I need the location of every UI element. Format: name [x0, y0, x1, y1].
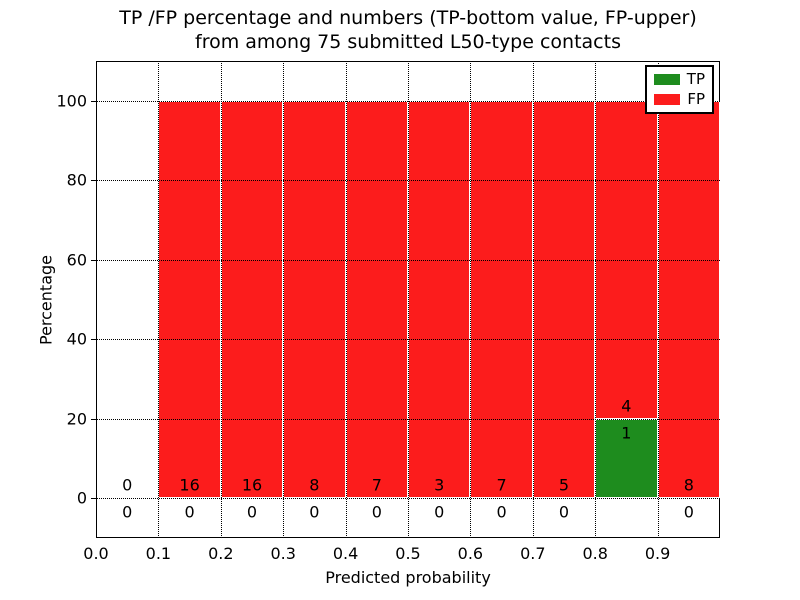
tp-count-label: 0 [246, 502, 258, 522]
y-tick-label: 80 [66, 170, 87, 190]
grid-vline [470, 61, 472, 538]
bar-segment-fp [158, 100, 221, 499]
tp-count-label: 0 [184, 502, 195, 522]
y-tick-mark [91, 339, 96, 341]
grid-vline [408, 61, 409, 538]
y-tick-label: 0 [76, 488, 87, 508]
y-tick-mark [91, 259, 96, 261]
bar-segment-tp [595, 418, 658, 499]
y-tick-mark [91, 180, 96, 182]
fp-count-label: 4 [621, 396, 632, 416]
fp-count-label: 8 [309, 475, 320, 495]
legend-label: TP [686, 70, 705, 88]
fp-count-label: 16 [241, 475, 263, 495]
x-tick-label: 0.2 [208, 544, 234, 563]
x-tick-label: 0.5 [395, 544, 421, 563]
bar-segment-fp [657, 100, 720, 499]
grid-vline [345, 61, 347, 538]
x-tick-label: 0.9 [644, 544, 671, 563]
legend-item: FP [654, 92, 705, 107]
y-tick-mark [91, 100, 96, 102]
x-tick-label: 0.1 [145, 544, 172, 563]
y-axis-label: Percentage [36, 254, 56, 346]
grid-vline [220, 61, 222, 538]
fp-count-label: 16 [179, 475, 200, 495]
fp-count-label: 0 [122, 475, 133, 495]
tp-count-label: 0 [309, 502, 320, 522]
tp-count-label: 0 [496, 502, 507, 522]
legend-label: FP [687, 90, 705, 108]
grid-vline [158, 61, 160, 538]
legend: TP FP [645, 65, 714, 114]
x-tick-label: 0.4 [332, 544, 359, 563]
legend-swatch-fp [654, 94, 680, 105]
y-tick-label: 60 [66, 250, 87, 270]
legend-swatch-tp [654, 74, 680, 85]
chart-title: TP /FP percentage and numbers (TP-bottom… [96, 6, 720, 54]
bar-segment-fp [532, 100, 596, 499]
fp-count-label: 5 [558, 475, 570, 495]
bar-segment-fp [470, 100, 533, 499]
grid-vline [657, 61, 659, 538]
tp-count-label: 0 [558, 502, 570, 522]
fp-count-label: 7 [371, 475, 382, 495]
y-tick-label: 100 [56, 91, 87, 111]
chart-title-line-2: from among 75 submitted L50-type contact… [195, 31, 621, 53]
bar-segment-fp [283, 100, 346, 499]
grid-vline [595, 61, 597, 538]
fp-count-label: 8 [683, 475, 694, 495]
x-tick-label: 0.8 [582, 544, 608, 563]
x-tick-label: 0.0 [83, 544, 109, 563]
x-tick-label: 0.3 [270, 544, 296, 563]
y-tick-label: 40 [66, 329, 87, 349]
y-tick-mark [91, 498, 96, 500]
x-axis-label: Predicted probability [325, 568, 491, 587]
legend-item: TP [654, 72, 705, 87]
bar-segment-fp [408, 100, 471, 499]
fp-count-label: 7 [496, 475, 507, 495]
tp-count-label: 0 [371, 502, 382, 522]
tp-count-label: 0 [683, 502, 694, 522]
bar-segment-fp [345, 100, 408, 499]
grid-vline [532, 61, 534, 538]
grid-vline [283, 61, 285, 538]
x-tick-label: 0.6 [457, 544, 484, 563]
tp-count-label: 1 [621, 423, 632, 443]
y-tick-label: 20 [66, 409, 87, 429]
bar-segment-fp [220, 100, 284, 499]
tp-count-label: 0 [122, 502, 133, 522]
fp-count-label: 3 [434, 475, 445, 495]
x-tick-label: 0.7 [520, 544, 546, 563]
y-tick-mark [91, 418, 96, 420]
chart-title-line-1: TP /FP percentage and numbers (TP-bottom… [119, 7, 697, 29]
tp-count-label: 0 [434, 502, 445, 522]
